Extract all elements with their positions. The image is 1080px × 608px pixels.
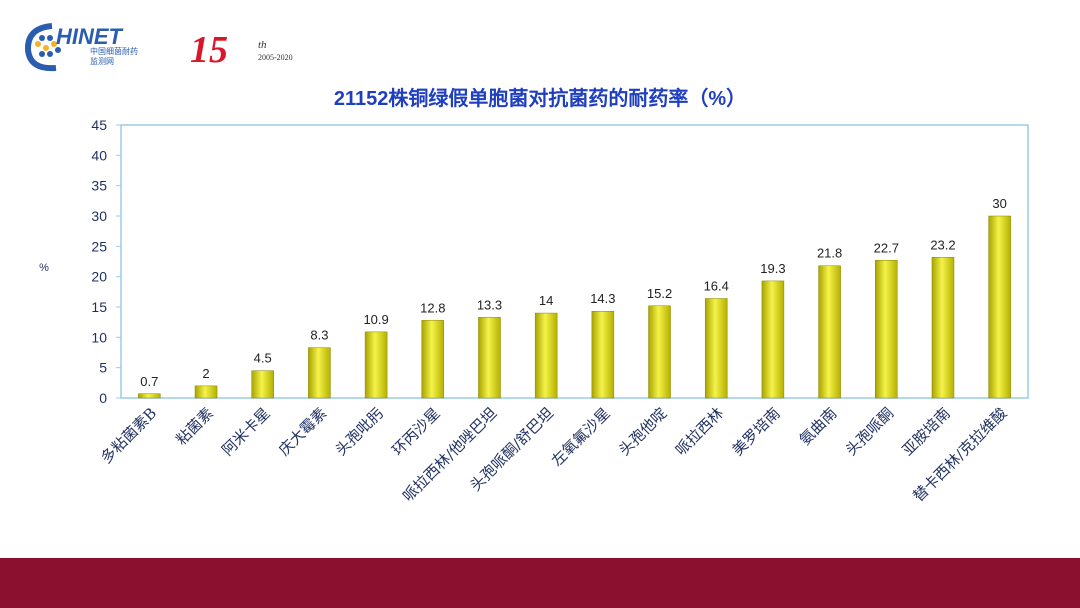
category-label: 哌拉西林 xyxy=(672,404,727,459)
bar xyxy=(591,310,615,399)
category-label: 庆大霉素 xyxy=(275,404,330,459)
data-label: 13.3 xyxy=(477,297,502,312)
bar xyxy=(648,305,671,399)
bar xyxy=(194,385,218,399)
data-label: 2 xyxy=(202,366,209,381)
bar xyxy=(818,265,841,399)
category-label: 多粘菌素B xyxy=(97,404,160,467)
bar xyxy=(534,312,558,399)
data-label: 14.3 xyxy=(590,291,615,306)
y-tick-label: 40 xyxy=(91,147,107,163)
y-tick-label: 30 xyxy=(91,208,107,224)
y-tick-label: 25 xyxy=(91,238,107,254)
data-label: 22.7 xyxy=(874,240,899,255)
svg-text:15: 15 xyxy=(190,29,228,71)
bar xyxy=(478,317,501,399)
category-label: 亚胺培南 xyxy=(899,404,954,459)
category-label: 粘菌素 xyxy=(172,404,217,449)
category-label: 阿米卡星 xyxy=(218,404,273,459)
data-label: 23.2 xyxy=(930,237,955,252)
svg-text:中国细菌耐药: 中国细菌耐药 xyxy=(90,46,138,56)
y-axis-label: % xyxy=(39,262,49,274)
category-label: 替卡西林/克拉维酸 xyxy=(909,404,1010,505)
svg-text:HINET: HINET xyxy=(56,24,124,49)
bar xyxy=(364,331,388,399)
footer-band xyxy=(0,558,1080,608)
y-tick-label: 15 xyxy=(91,299,107,315)
category-label: 头孢他啶 xyxy=(615,404,670,459)
data-label: 0.7 xyxy=(140,374,158,389)
category-label: 美罗培南 xyxy=(729,404,784,459)
bar xyxy=(138,393,161,399)
y-tick-label: 10 xyxy=(91,329,107,345)
plot-area xyxy=(120,124,1029,399)
category-label: 头孢吡肟 xyxy=(332,404,387,459)
y-tick-label: 5 xyxy=(99,360,107,376)
data-label: 19.3 xyxy=(760,261,785,276)
category-label: 左氧氟沙星 xyxy=(548,404,614,470)
category-label: 氨曲南 xyxy=(796,404,841,449)
data-label: 16.4 xyxy=(704,279,729,294)
bar xyxy=(988,215,1011,399)
svg-text:监测网: 监测网 xyxy=(90,56,114,66)
data-label: 10.9 xyxy=(363,312,388,327)
data-label: 14 xyxy=(539,293,553,308)
category-label: 环丙沙星 xyxy=(388,404,443,459)
y-tick-label: 0 xyxy=(99,390,107,406)
data-label: 4.5 xyxy=(254,351,272,366)
y-tick-label: 45 xyxy=(91,117,107,133)
svg-text:2005-2020: 2005-2020 xyxy=(258,53,293,62)
category-label: 哌拉西林/他唑巴坦 xyxy=(399,404,500,505)
category-label: 头孢哌酮 xyxy=(842,404,897,459)
y-tick-label: 35 xyxy=(91,178,107,194)
y-tick-label: 20 xyxy=(91,269,107,285)
bar xyxy=(251,370,274,399)
bar xyxy=(308,347,331,399)
data-label: 21.8 xyxy=(817,246,842,261)
bar xyxy=(761,280,785,399)
bar xyxy=(704,298,728,399)
bar xyxy=(875,260,898,399)
bar xyxy=(421,320,445,399)
bar-chart: 0 5 10 15 20 25 30 35 40 45 0.7 多粘菌素B 2 粘菌素 4.5 阿米卡星 8.… xyxy=(39,117,1029,505)
svg-text:th: th xyxy=(258,39,267,51)
data-label: 15.2 xyxy=(647,286,672,301)
chinet-logo: HINET 中国细菌耐药 监测网 15 th 2005-2020 xyxy=(22,18,312,74)
data-label: 8.3 xyxy=(310,328,328,343)
data-label: 30 xyxy=(992,196,1006,211)
bar xyxy=(931,257,955,399)
data-label: 12.8 xyxy=(420,300,445,315)
chart-title: 21152株铜绿假单胞菌对抗菌药的耐药率（%） xyxy=(333,88,747,110)
